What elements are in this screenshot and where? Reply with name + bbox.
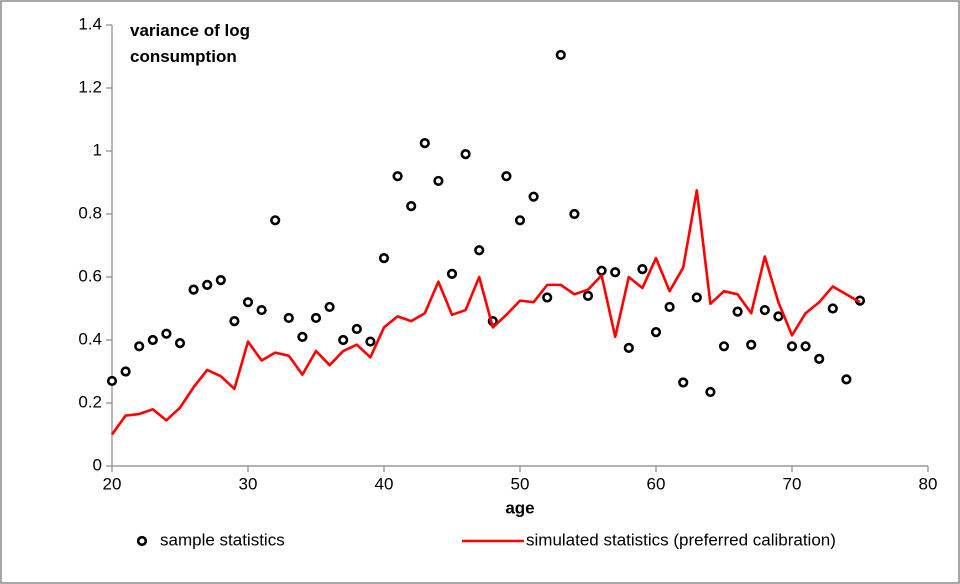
data-point <box>433 175 444 187</box>
data-point <box>514 215 526 226</box>
y-tick-label: 0 <box>93 455 102 474</box>
y-tick-label: 1.2 <box>78 77 102 96</box>
data-point <box>501 171 512 182</box>
y-tick-label: 0.8 <box>78 203 102 222</box>
data-point <box>678 377 689 388</box>
data-point <box>814 353 825 365</box>
data-point <box>256 304 267 316</box>
data-point <box>229 316 240 327</box>
legend-label: sample statistics <box>160 530 285 549</box>
data-point <box>650 327 662 338</box>
x-tick-label: 60 <box>647 474 666 493</box>
x-tick-label: 30 <box>239 474 258 493</box>
data-point <box>297 331 308 342</box>
y-tick-label: 0.4 <box>78 329 102 348</box>
data-point <box>365 336 376 347</box>
x-tick-label: 50 <box>511 474 530 493</box>
legend-marker <box>136 535 148 547</box>
data-point <box>419 138 430 149</box>
data-point <box>310 312 322 324</box>
data-point <box>542 292 553 303</box>
data-point <box>528 191 539 202</box>
data-point <box>691 292 702 303</box>
x-tick-label: 80 <box>919 474 938 493</box>
data-point <box>188 284 199 295</box>
data-point <box>664 301 675 313</box>
data-point <box>705 386 716 398</box>
data-point <box>270 215 281 226</box>
x-axis-label: age <box>505 498 534 517</box>
data-point <box>718 341 730 352</box>
data-point <box>147 334 158 346</box>
data-point <box>460 149 471 160</box>
y-tick-label: 0.6 <box>78 266 102 285</box>
data-point <box>134 341 145 352</box>
data-point <box>569 208 580 220</box>
y-axis-label: variance of log consumption <box>130 21 250 66</box>
data-point <box>283 312 294 324</box>
y-tick-label: 1.4 <box>78 14 102 33</box>
data-point <box>732 306 743 317</box>
data-point <box>174 338 186 349</box>
data-point <box>841 374 852 385</box>
data-point <box>637 264 648 275</box>
data-point <box>324 301 335 313</box>
data-point <box>786 341 798 352</box>
data-point <box>555 49 566 61</box>
data-point <box>800 341 811 352</box>
x-tick-label: 70 <box>783 474 802 493</box>
data-point <box>392 171 403 182</box>
data-point <box>596 265 607 276</box>
data-point <box>406 201 417 212</box>
legend-label: simulated statistics (preferred calibrat… <box>526 530 836 549</box>
x-tick-label: 20 <box>103 474 122 493</box>
data-point <box>242 297 254 308</box>
y-tick-label: 0.2 <box>78 392 102 411</box>
data-point <box>623 342 634 353</box>
data-point <box>378 253 390 264</box>
data-point <box>161 328 172 339</box>
data-point <box>215 275 226 286</box>
data-point <box>582 290 594 302</box>
data-point <box>120 366 131 377</box>
data-point <box>446 268 458 279</box>
y-tick-label: 1 <box>93 140 102 159</box>
data-point <box>338 334 349 346</box>
data-point <box>759 304 770 316</box>
data-point <box>202 279 213 290</box>
data-point <box>773 311 784 322</box>
data-point <box>746 339 757 350</box>
series-line <box>110 189 861 436</box>
data-point <box>474 245 485 256</box>
x-tick-label: 40 <box>375 474 394 493</box>
data-point <box>351 323 362 335</box>
data-point <box>106 375 118 387</box>
data-point <box>610 267 621 278</box>
data-point <box>827 303 838 314</box>
